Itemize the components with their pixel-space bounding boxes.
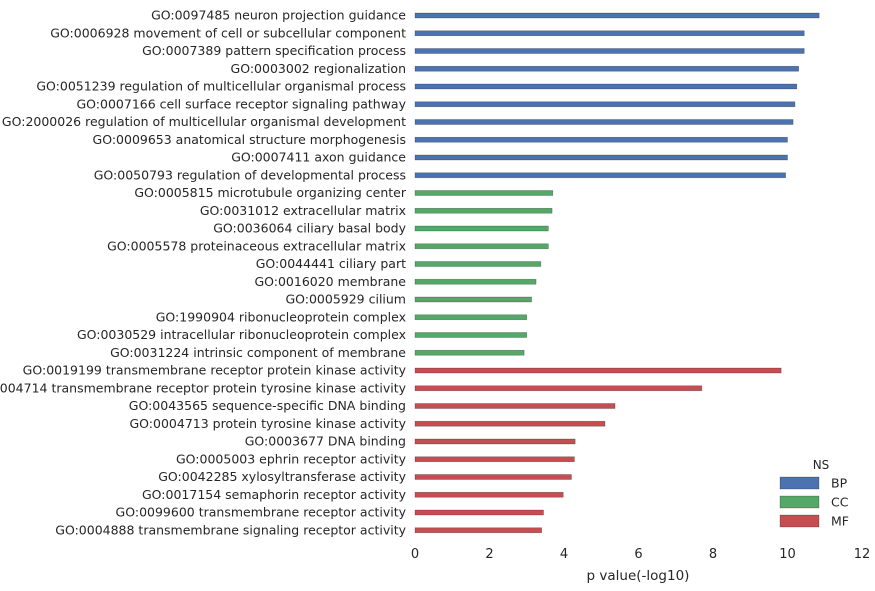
category-label: GO:0005578 proteinaceous extracellular m… bbox=[107, 238, 406, 253]
bar-bp-6 bbox=[414, 119, 794, 125]
category-label: GO:0044441 ciliary part bbox=[256, 256, 406, 271]
bar-mf-26 bbox=[414, 474, 572, 480]
category-label: GO:0019199 transmembrane receptor protei… bbox=[23, 363, 407, 378]
x-tick-label: 4 bbox=[560, 547, 568, 562]
bar-mf-22 bbox=[414, 403, 616, 409]
bar-bp-3 bbox=[414, 65, 799, 72]
x-axis-title: p value(-log10) bbox=[587, 568, 690, 584]
bar-mf-20 bbox=[414, 367, 782, 374]
x-tick-label: 0 bbox=[411, 547, 419, 562]
legend-label-mf: MF bbox=[831, 514, 849, 529]
bar-mf-27 bbox=[414, 491, 564, 498]
category-label: GO:0005003 ephrin receptor activity bbox=[176, 451, 407, 466]
bar-cc-11 bbox=[414, 207, 553, 214]
category-label: GO:0042285 xylosyltransferase activity bbox=[158, 469, 406, 484]
bar-bp-0 bbox=[414, 12, 820, 19]
category-label: GO:0009653 anatomical structure morphoge… bbox=[93, 132, 406, 147]
bar-cc-13 bbox=[414, 243, 549, 250]
legend-label-cc: CC bbox=[831, 495, 849, 510]
category-label: GO:2000026 regulation of multicellular o… bbox=[2, 114, 406, 129]
category-label: GO:0005815 microtubule organizing center bbox=[134, 185, 407, 200]
bar-mf-29 bbox=[414, 527, 542, 534]
bar-cc-14 bbox=[414, 261, 542, 267]
bar-bp-9 bbox=[414, 172, 786, 179]
x-tick-label: 12 bbox=[854, 547, 871, 562]
bar-bp-8 bbox=[414, 154, 788, 161]
bar-cc-10 bbox=[414, 190, 554, 196]
bar-mf-21 bbox=[414, 385, 703, 392]
legend: NS BP CC MF bbox=[779, 458, 849, 529]
category-label: GO:0031012 extracellular matrix bbox=[200, 203, 406, 218]
category-labels: GO:0097485 neuron projection guidance GO:… bbox=[0, 8, 407, 538]
category-label: GO:0004713 protein tyrosine kinase activ… bbox=[130, 416, 407, 431]
category-label: GO:0036064 ciliary basal body bbox=[213, 221, 406, 236]
x-tick-label: 10 bbox=[779, 547, 796, 562]
category-label: GO:1990904 ribonucleoprotein complex bbox=[156, 309, 406, 324]
category-label: GO:0099600 transmembrane receptor activi… bbox=[116, 505, 407, 520]
legend-title: NS bbox=[813, 458, 830, 472]
category-label: GO:0004888 transmembrane signaling recep… bbox=[55, 522, 406, 537]
category-label: GO:0016020 membrane bbox=[254, 274, 406, 289]
bar-mf-28 bbox=[414, 509, 544, 516]
legend-swatch-mf bbox=[779, 514, 820, 528]
bar-bp-7 bbox=[414, 136, 788, 143]
category-label: GO:0097485 neuron projection guidance bbox=[151, 8, 406, 23]
x-tick-label: 6 bbox=[634, 547, 642, 562]
x-tick-label: 2 bbox=[485, 547, 493, 562]
category-label: GO:0006928 movement of cell or subcellul… bbox=[50, 25, 406, 40]
category-label: GO:0017154 semaphorin receptor activity bbox=[142, 487, 407, 502]
category-label: GO:0030529 intracellular ribonucleoprote… bbox=[77, 327, 406, 342]
bar-bp-2 bbox=[414, 48, 805, 54]
category-label: GO:0051239 regulation of multicellular o… bbox=[36, 79, 406, 94]
bar-bp-5 bbox=[414, 101, 796, 108]
category-label: GO:0031224 intrinsic component of membra… bbox=[110, 345, 406, 360]
bar-bp-1 bbox=[414, 30, 805, 37]
category-label: GO:0007411 axon guidance bbox=[231, 150, 406, 165]
bar-cc-12 bbox=[414, 225, 549, 232]
bars-layer bbox=[414, 12, 820, 534]
bar-bp-4 bbox=[414, 83, 798, 90]
category-label: GO:0005929 cilium bbox=[285, 292, 406, 307]
legend-label-bp: BP bbox=[831, 476, 848, 491]
bar-cc-15 bbox=[414, 278, 537, 285]
bar-cc-17 bbox=[414, 314, 528, 321]
bar-cc-16 bbox=[414, 296, 532, 303]
bar-mf-23 bbox=[414, 420, 606, 427]
category-label: GO:0043565 sequence-specific DNA binding bbox=[129, 398, 406, 413]
x-tick-label: 8 bbox=[709, 547, 717, 562]
legend-swatch-bp bbox=[779, 476, 820, 490]
category-label: GO:0004714 transmembrane receptor protei… bbox=[0, 380, 407, 395]
bar-cc-19 bbox=[414, 349, 525, 356]
category-label: GO:0007166 cell surface receptor signali… bbox=[76, 96, 406, 111]
category-label: GO:0003677 DNA binding bbox=[245, 434, 406, 449]
bar-mf-25 bbox=[414, 456, 575, 463]
category-label: GO:0050793 regulation of developmental p… bbox=[94, 167, 406, 182]
legend-entries: BP CC MF bbox=[779, 476, 849, 529]
x-axis-ticks: 0 2 4 6 8 10 12 bbox=[411, 547, 870, 562]
category-label: GO:0003002 regionalization bbox=[231, 61, 406, 76]
bar-mf-24 bbox=[414, 438, 576, 445]
category-label: GO:0007389 pattern specification process bbox=[142, 43, 406, 58]
legend-swatch-cc bbox=[779, 495, 820, 509]
bar-cc-18 bbox=[414, 332, 528, 338]
